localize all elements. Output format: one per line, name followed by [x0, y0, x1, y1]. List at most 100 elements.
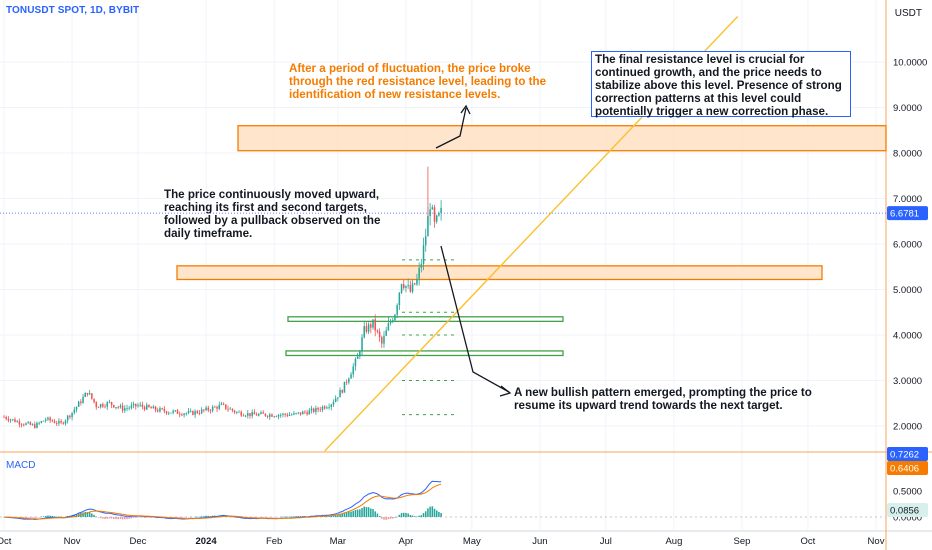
time-tick-label: Apr [399, 536, 414, 547]
macd-histogram-bar [53, 516, 56, 517]
candle-body [218, 404, 221, 409]
candle-body [165, 411, 168, 414]
macd-histogram-bar [367, 507, 370, 517]
price-tick-label: 4.0000 [893, 331, 922, 342]
macd-histogram-bar [49, 515, 51, 517]
macd-histogram-bar [27, 517, 29, 518]
macd-histogram-bar [392, 517, 394, 519]
macd-histogram-bar [99, 517, 102, 519]
candle-body [126, 408, 128, 409]
candle-body [416, 278, 418, 285]
macd-histogram-bar [370, 508, 372, 517]
macd-histogram-bar [402, 512, 405, 517]
candle-body [359, 351, 361, 357]
macd-histogram-bar [290, 516, 293, 518]
candle-body [279, 414, 282, 416]
candle-body [84, 392, 87, 398]
macd-histogram-bar [95, 516, 98, 518]
candle-body [95, 402, 98, 407]
candle-body [3, 416, 5, 418]
candle-body [128, 407, 130, 409]
annotation-final-resistance: The final resistance level is crucial fo… [591, 51, 851, 118]
candle-body [290, 414, 293, 416]
candle-body [198, 413, 201, 414]
macd-histogram-bar [378, 516, 381, 517]
macd-histogram-bar [38, 517, 40, 518]
candle-body [93, 398, 95, 403]
candle-body [262, 412, 264, 414]
candle-body [402, 284, 405, 288]
price-tick-label: 5.0000 [893, 285, 922, 296]
macd-histogram-bar [227, 516, 229, 518]
macd-histogram-bar [269, 517, 271, 518]
last-price-badge-text: 6.6781 [890, 209, 919, 220]
candle-body [214, 406, 216, 408]
time-tick-label: May [463, 536, 481, 547]
macd-histogram-bar [348, 512, 350, 517]
candle-body [304, 411, 306, 413]
macd-histogram-bar [130, 517, 133, 519]
candle-body [319, 409, 322, 411]
macd-histogram-bar [398, 514, 401, 517]
macd-histogram-bar [185, 517, 188, 518]
macd-histogram-bar [411, 515, 414, 517]
candle-body [33, 424, 36, 428]
candle-body [174, 410, 177, 412]
candle-body [264, 413, 267, 416]
time-tick-label: Sep [734, 536, 751, 547]
macd-histogram-bar [58, 516, 60, 518]
macd-histogram-bar [139, 517, 141, 518]
time-tick-label: 2024 [196, 536, 218, 547]
candle-body [317, 407, 319, 410]
macd-histogram-bar [389, 517, 392, 519]
candle-body [258, 413, 260, 416]
time-tick-label: Oct [801, 536, 816, 547]
candle-body [121, 405, 124, 411]
candle-body [139, 404, 141, 406]
candle-body [69, 415, 71, 418]
candle-body [71, 412, 73, 418]
candle-body [132, 403, 135, 406]
macd-histogram-bar [97, 517, 100, 518]
candle-body [207, 407, 210, 411]
macd-histogram-bar [62, 516, 65, 518]
candle-body [104, 406, 106, 408]
time-tick-label: Nov [64, 536, 81, 547]
support-zone [287, 316, 564, 322]
macd-histogram-bar [44, 515, 47, 517]
macd-histogram-bar [352, 510, 355, 517]
candle-body [137, 405, 139, 407]
candle-body [14, 419, 16, 423]
candle-body [308, 410, 311, 415]
macd-histogram-bar [60, 516, 62, 518]
candle-body [119, 405, 122, 408]
macd-histogram-bar [93, 514, 95, 517]
candle-body [334, 398, 337, 403]
price-tick-label: 7.0000 [893, 194, 922, 205]
currency-label[interactable]: USDT [894, 8, 922, 19]
macd-histogram-bar [286, 516, 289, 518]
candle-body [110, 402, 113, 405]
candle-body [372, 319, 374, 328]
macd-histogram-bar [148, 517, 150, 518]
candle-body [170, 412, 172, 414]
macd-line [3, 480, 442, 521]
candle-body [12, 419, 14, 421]
candle-body [282, 413, 284, 415]
price-tick-label: 3.0000 [893, 376, 922, 387]
candle-body [106, 402, 109, 407]
macd-histogram-bar [128, 517, 130, 519]
macd-histogram-bar [435, 510, 438, 517]
candle-body [385, 330, 387, 336]
candle-body [413, 283, 416, 285]
candle-body [18, 421, 21, 425]
time-tick-label: Mar [330, 536, 346, 547]
candle-body [376, 330, 379, 332]
candle-body [194, 411, 196, 415]
candle-body [367, 324, 370, 332]
candle-body [244, 415, 247, 417]
macd-histogram-bar [229, 516, 232, 518]
arrow-head [460, 104, 471, 115]
candle-body [44, 419, 47, 421]
candle-body [102, 404, 104, 407]
